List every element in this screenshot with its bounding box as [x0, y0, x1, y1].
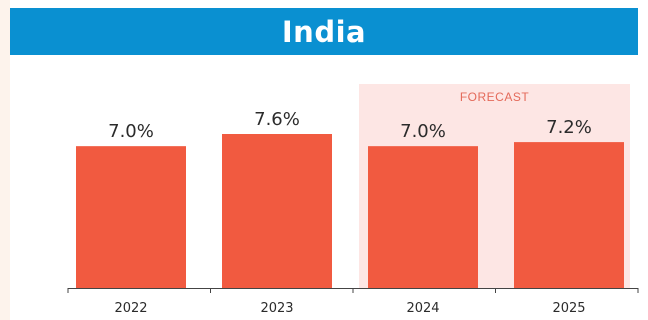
title-banner: India — [10, 8, 638, 55]
left-accent-strip — [0, 0, 10, 320]
data-label-2025: 7.2% — [546, 117, 592, 138]
bar-2025 — [514, 142, 624, 288]
data-label-2024: 7.0% — [400, 121, 446, 142]
x-tick-label-2025: 2025 — [552, 301, 585, 316]
x-tick-label-2022: 2022 — [114, 301, 147, 316]
bar-2023 — [222, 134, 332, 288]
x-tick-label-2023: 2023 — [260, 301, 293, 316]
bar-2022 — [76, 146, 186, 288]
data-label-2023: 7.6% — [254, 109, 300, 130]
bar-2024 — [368, 146, 478, 288]
chart-title: India — [281, 14, 367, 49]
x-tick-label-2024: 2024 — [406, 301, 439, 316]
data-label-2022: 7.0% — [108, 121, 154, 142]
forecast-label: FORECAST — [460, 90, 530, 104]
